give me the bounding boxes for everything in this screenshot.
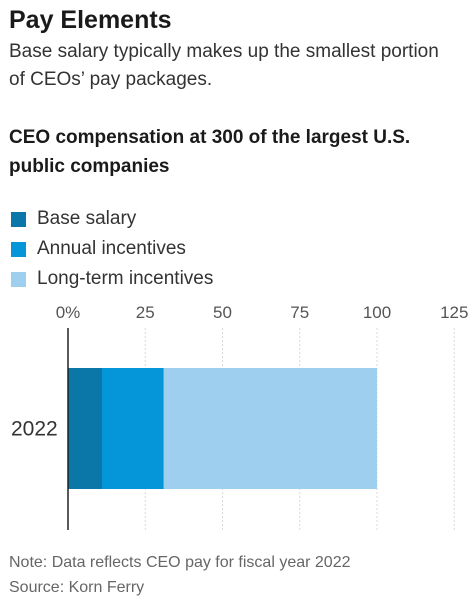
legend-label-base-salary: Base salary [37, 208, 137, 229]
legend-label-annual-incentives: Annual incentives [37, 238, 186, 259]
x-tick-label-125: 125 [440, 303, 468, 322]
legend-item-long-term-incentives: Long-term incentives [11, 264, 213, 294]
x-tick-label-100: 100 [363, 303, 391, 322]
chart-title: CEO compensation at 300 of the largest U… [9, 127, 411, 177]
legend-item-base-salary: Base salary [11, 204, 213, 234]
dek: Base salary typically makes up the small… [9, 41, 439, 90]
legend-label-long-term-incentives: Long-term incentives [37, 268, 214, 289]
x-tick-label-0: 0% [56, 303, 81, 322]
bar-long-term-incentives [163, 368, 377, 489]
x-tick-label-50: 50 [213, 303, 232, 322]
footnotes: Note: Data reflects CEO pay for fiscal y… [9, 550, 350, 600]
legend: Base salary Annual incentives Long-term … [11, 204, 213, 294]
bar-base-salary [68, 368, 102, 489]
legend-swatch-base-salary [11, 211, 26, 227]
legend-swatch-long-term-incentives [11, 271, 26, 287]
legend-swatch-annual-incentives [11, 241, 26, 257]
category-label-2022: 2022 [11, 418, 58, 441]
bar-chart: 0% 25 50 75 100 125 2022 [11, 303, 468, 530]
bar-annual-incentives [101, 368, 164, 489]
source-text: Source: Korn Ferry [9, 579, 145, 596]
headline: Pay Elements [9, 6, 172, 34]
x-tick-label-75: 75 [290, 303, 309, 322]
note-text: Note: Data reflects CEO pay for fiscal y… [9, 554, 351, 571]
legend-item-annual-incentives: Annual incentives [11, 234, 213, 264]
x-tick-label-25: 25 [136, 303, 155, 322]
